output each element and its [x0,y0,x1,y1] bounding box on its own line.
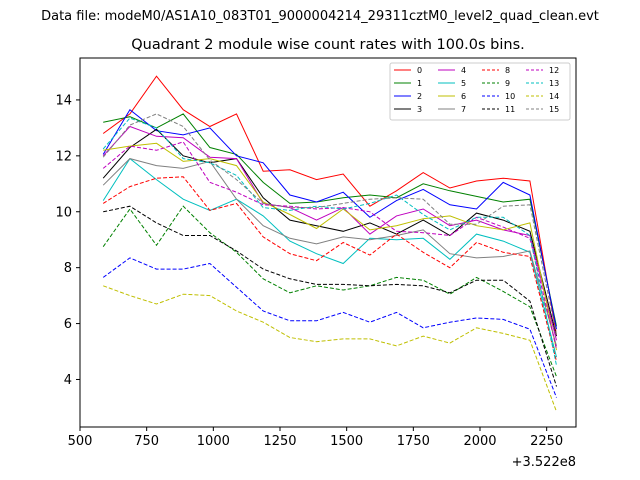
series-line-12 [102,141,557,349]
legend-box [389,62,571,121]
legend-label-5: 5 [461,79,466,88]
y-tick-label: 14 [55,93,72,108]
legend-label-8: 8 [505,66,510,75]
legend-label-7: 7 [461,105,466,114]
legend-label-3: 3 [417,105,422,114]
legend-label-4: 4 [461,66,466,75]
x-axis-offset-label: +3.522e8 [512,455,576,470]
series-layer [102,75,557,412]
legend-label-14: 14 [549,92,559,101]
x-tick-label: 750 [134,434,159,449]
x-tick-label: 1750 [397,434,430,449]
y-tick-label: 10 [55,205,72,220]
series-line-14 [103,285,557,412]
legend-label-0: 0 [417,66,422,75]
y-axis-ticks: 4 6 8 10 12 14 [55,93,80,388]
series-line-6 [103,142,557,351]
plot-frame [79,57,577,428]
series-line-10 [102,257,557,398]
x-tick-label: 1000 [197,434,230,449]
x-axis-ticks: 500 750 1000 1250 1500 1750 2000 2250 [68,427,563,449]
x-tick-label: 2000 [463,434,496,449]
series-line-11 [103,205,557,387]
legend-label-15: 15 [549,105,559,114]
series-line-15 [102,113,557,335]
y-tick-label: 6 [64,317,72,332]
x-tick-label: 1250 [263,434,296,449]
series-line-1 [103,113,557,327]
series-line-7 [102,158,557,347]
y-tick-label: 12 [55,149,72,164]
legend-label-10: 10 [505,92,515,101]
legend-label-11: 11 [505,105,515,114]
series-line-8 [102,176,557,362]
legend-label-13: 13 [549,79,559,88]
series-line-3 [102,128,557,337]
legend-label-1: 1 [417,79,422,88]
x-tick-label: 2250 [530,434,563,449]
y-tick-label: 4 [64,373,72,388]
series-line-0 [102,75,557,335]
legend-label-9: 9 [505,79,510,88]
legend-label-12: 12 [549,66,559,75]
legend-label-2: 2 [417,92,422,101]
chart-title: Quadrant 2 module wise count rates with … [131,37,525,53]
series-line-5 [102,157,557,358]
series-line-2 [102,108,557,330]
y-tick-label: 8 [64,261,72,276]
figure-suptitle: Data file: modeM0/AS1A10_083T01_90000042… [41,9,599,24]
series-line-13 [102,117,557,366]
legend-label-6: 6 [461,92,466,101]
x-tick-label: 500 [68,434,93,449]
x-tick-label: 1500 [330,434,363,449]
